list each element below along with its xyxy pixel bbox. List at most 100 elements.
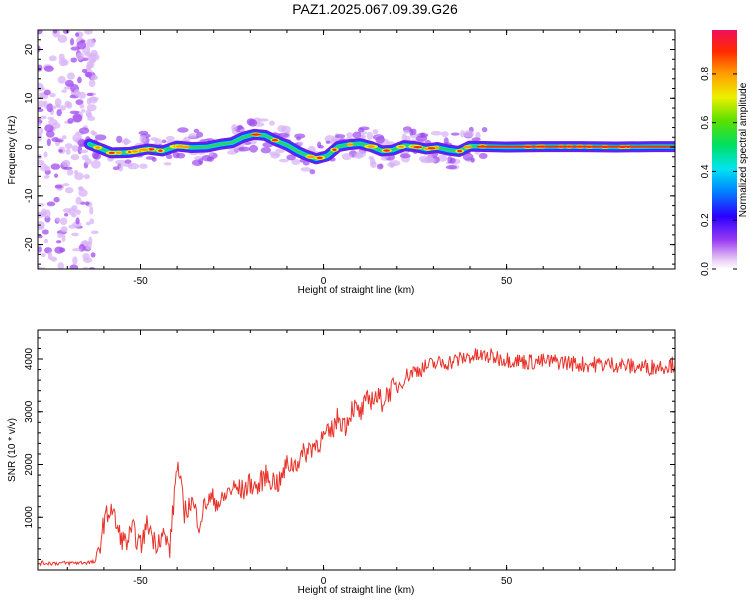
noise-blob [75,196,82,205]
ridge-hotspot [158,149,163,152]
noise-blob [44,124,54,133]
noise-blob [67,117,74,124]
halo-blob [354,152,363,159]
halo-blob [275,148,285,154]
ridge-hotspot [131,150,139,153]
halo-blob [93,153,102,160]
halo-blob [286,154,296,161]
noise-blob [69,264,79,269]
spectrogram-xtick-label: -50 [133,276,148,287]
halo-blob [258,118,269,122]
noise-blob [75,99,84,106]
halo-blob [399,153,411,159]
halo-blob [150,137,158,141]
noise-blob [50,163,61,170]
noise-blob [58,149,63,153]
halo-blob [346,132,354,138]
snr-xtick-label: -50 [133,576,148,587]
halo-blob [376,163,384,170]
halo-blob [281,125,291,134]
halo-blob [81,154,89,161]
noise-blob [79,149,89,154]
noise-blob [64,187,74,194]
halo-blob [94,134,107,141]
noise-blob [91,159,101,169]
noise-blob [46,138,51,147]
halo-blob [268,120,275,126]
figure-title: PAZ1.2025.067.09.39.G26 [292,1,458,17]
noise-blob [66,169,74,176]
halo-blob [294,133,306,139]
halo-blob [193,128,200,134]
noise-blob [76,52,85,61]
halo-blob [450,132,460,136]
halo-blob [298,141,304,146]
halo-blob [177,127,189,133]
noise-blob [38,108,44,112]
halo-blob [334,134,346,139]
halo-blob [243,141,252,146]
noise-blob [61,135,67,140]
noise-blob [84,201,90,206]
snr-ylabel: SNR (10 * v/v) [7,418,18,482]
halo-blob [437,154,448,162]
halo-blob [357,127,365,133]
noise-blob [38,64,43,72]
noise-blob [71,145,79,152]
snr-axes: -50 0 50 1000 2000 3000 4000 [24,330,675,587]
noise-blob [73,169,79,175]
noise-blob [84,30,93,35]
noise-blob [86,104,97,112]
halo-blob [278,158,290,163]
noise-blob [77,76,82,84]
noise-blob [84,52,92,57]
noise-blob [75,217,80,225]
noise-blob [43,151,48,158]
noise-blob [70,57,78,63]
noise-blob [38,122,42,127]
noise-blob [82,266,89,269]
noise-blob [55,240,62,244]
halo-blob [121,163,134,167]
snr-line [38,348,675,567]
spectrogram-ylabel: Frequency (Hz) [7,116,18,185]
snr-plot-area [38,348,675,567]
noise-blob [58,57,68,67]
spectrogram-panel: -50 0 50 -20 -10 0 10 20 Height of straight lin… [7,29,676,296]
colorbar: 0.0 0.2 0.4 0.6 0.8 Normalized spectral ampl… [700,30,749,276]
noise-blob [47,251,53,260]
halo-blob [118,165,124,172]
noise-blob [83,173,90,180]
noise-blob [57,262,65,269]
ridge-hotspot [95,146,101,149]
noise-blob [64,79,74,87]
noise-blob [59,217,68,226]
halo-blob [401,133,407,142]
noise-blob [64,143,73,150]
noise-blob [85,241,92,250]
noise-blob [54,173,59,178]
spectrogram-ytick-label: -10 [24,188,35,203]
noise-blob [59,247,66,253]
halo-blob [176,152,186,159]
halo-blob [201,154,213,162]
halo-blob [121,139,132,145]
noise-blob [63,86,72,90]
noise-blob [55,217,61,223]
noise-blob [54,97,62,107]
halo-blob [124,159,132,164]
noise-blob [71,248,82,252]
spectrogram-ytick-label: 20 [24,44,35,56]
spectrogram-ytick-label: 0 [24,144,35,150]
spectrogram-ytick-label: 10 [24,92,35,104]
spectrogram-frame [37,29,676,270]
snr-ytick-label: 1000 [24,506,35,529]
noise-blob [38,126,44,136]
noise-blob [41,229,49,235]
noise-blob [43,174,50,179]
halo-blob [470,157,475,163]
halo-blob [112,166,120,171]
halo-blob [268,151,278,156]
noise-blob [66,101,73,109]
